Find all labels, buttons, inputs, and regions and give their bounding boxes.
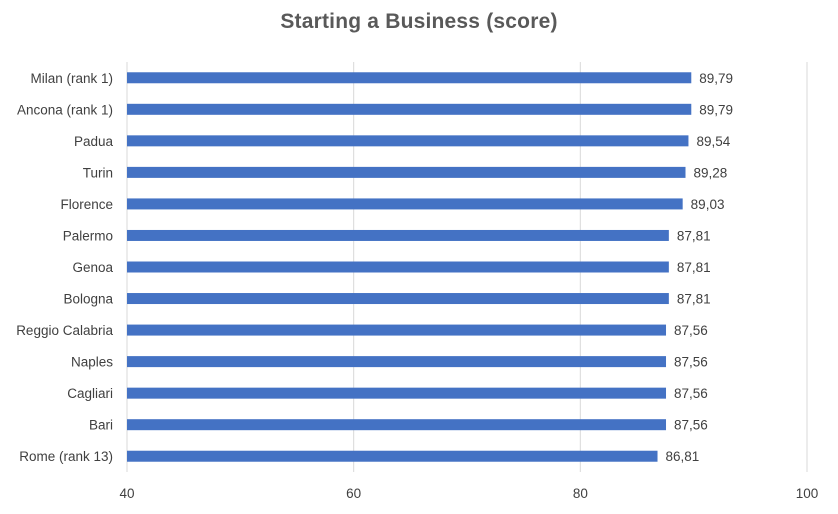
data-label: 87,56 bbox=[674, 418, 708, 433]
bar bbox=[127, 356, 667, 368]
bar bbox=[127, 261, 669, 273]
data-label: 89,03 bbox=[691, 197, 725, 212]
category-label: Naples bbox=[71, 355, 113, 370]
category-label: Bari bbox=[89, 418, 113, 433]
data-label: 89,54 bbox=[696, 134, 730, 149]
x-tick-label: 40 bbox=[119, 486, 134, 501]
category-label: Milan (rank 1) bbox=[30, 71, 113, 86]
category-label: Bologna bbox=[63, 292, 113, 307]
category-label: Padua bbox=[74, 134, 114, 149]
category-label: Cagliari bbox=[67, 386, 113, 401]
bar bbox=[127, 387, 667, 399]
category-label: Reggio Calabria bbox=[16, 323, 113, 338]
data-label: 87,81 bbox=[677, 260, 711, 275]
bar bbox=[127, 166, 686, 178]
category-label: Florence bbox=[60, 197, 113, 212]
data-label: 87,56 bbox=[674, 323, 708, 338]
bar bbox=[127, 135, 689, 147]
bar bbox=[127, 419, 667, 431]
bar bbox=[127, 198, 683, 210]
category-label: Turin bbox=[83, 165, 113, 180]
category-label: Ancona (rank 1) bbox=[17, 102, 113, 117]
data-label: 89,79 bbox=[699, 71, 733, 86]
bar bbox=[127, 293, 669, 305]
category-label: Palermo bbox=[63, 228, 113, 243]
bar bbox=[127, 450, 658, 462]
bar bbox=[127, 72, 692, 84]
category-label: Rome (rank 13) bbox=[19, 449, 113, 464]
x-tick-label: 60 bbox=[346, 486, 361, 501]
data-label: 87,81 bbox=[677, 228, 711, 243]
bar bbox=[127, 103, 692, 115]
data-label: 87,56 bbox=[674, 355, 708, 370]
bar bbox=[127, 229, 669, 241]
chart-title: Starting a Business (score) bbox=[280, 10, 558, 33]
data-label: 87,81 bbox=[677, 292, 711, 307]
data-label: 86,81 bbox=[666, 449, 700, 464]
data-label: 89,79 bbox=[699, 102, 733, 117]
x-tick-label: 80 bbox=[573, 486, 588, 501]
bar bbox=[127, 324, 667, 336]
data-label: 89,28 bbox=[694, 165, 728, 180]
x-tick-label: 100 bbox=[796, 486, 819, 501]
data-label: 87,56 bbox=[674, 386, 708, 401]
category-label: Genoa bbox=[72, 260, 113, 275]
